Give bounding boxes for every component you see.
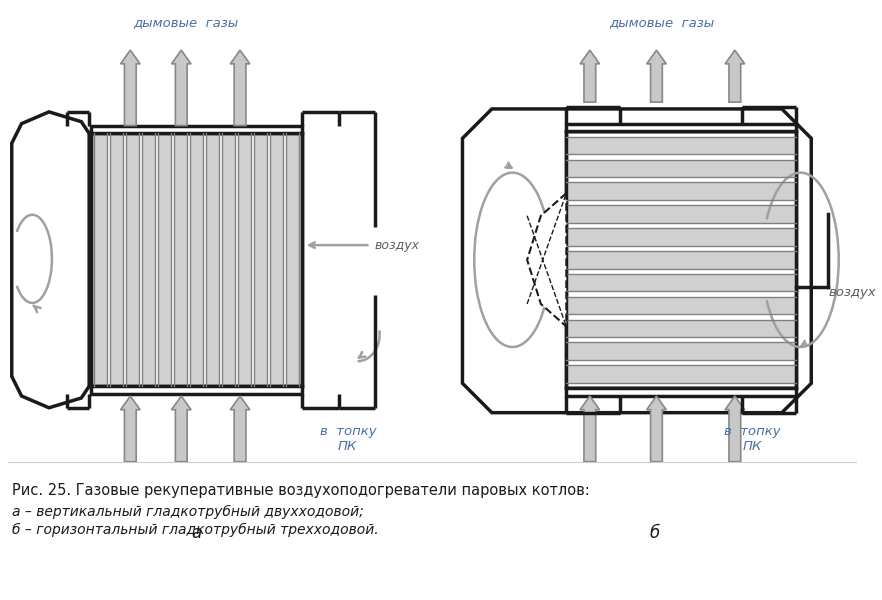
- Bar: [566, 124, 796, 131]
- Bar: [222, 133, 235, 386]
- Bar: [566, 131, 796, 388]
- Text: дымовые  газы: дымовые газы: [609, 16, 714, 29]
- Bar: [566, 297, 796, 314]
- Bar: [566, 343, 796, 360]
- Bar: [566, 388, 796, 396]
- Bar: [190, 133, 203, 386]
- Bar: [566, 131, 796, 388]
- Polygon shape: [527, 193, 566, 326]
- Bar: [91, 125, 302, 133]
- Text: в  топку
ПК: в топку ПК: [319, 425, 376, 454]
- Bar: [206, 133, 219, 386]
- Bar: [94, 133, 107, 386]
- Bar: [566, 274, 796, 292]
- Bar: [158, 133, 171, 386]
- Text: воздух: воздух: [374, 239, 419, 251]
- Bar: [91, 133, 302, 386]
- Polygon shape: [11, 112, 89, 408]
- Bar: [238, 133, 250, 386]
- Text: в  топку
ПК: в топку ПК: [724, 425, 781, 454]
- Polygon shape: [725, 396, 744, 461]
- Text: а: а: [191, 524, 201, 542]
- Bar: [286, 133, 299, 386]
- Polygon shape: [580, 50, 600, 102]
- Bar: [566, 160, 796, 177]
- Text: б – горизонтальный гладкотрубный трехходовой.: б – горизонтальный гладкотрубный трехход…: [11, 523, 378, 536]
- Bar: [174, 133, 187, 386]
- Bar: [110, 133, 123, 386]
- Polygon shape: [121, 396, 140, 461]
- Text: воздух: воздух: [829, 286, 877, 299]
- Polygon shape: [647, 50, 666, 102]
- Bar: [566, 137, 796, 154]
- Polygon shape: [171, 50, 191, 125]
- Text: б: б: [649, 524, 660, 542]
- Polygon shape: [230, 50, 250, 125]
- Bar: [566, 182, 796, 200]
- Bar: [91, 133, 302, 386]
- Text: а – вертикальный гладкотрубный двухходовой;: а – вертикальный гладкотрубный двухходов…: [11, 505, 363, 519]
- Bar: [566, 365, 796, 383]
- Text: дымовые  газы: дымовые газы: [133, 16, 239, 29]
- Polygon shape: [230, 396, 250, 461]
- Bar: [254, 133, 266, 386]
- Polygon shape: [462, 109, 811, 413]
- Bar: [566, 205, 796, 223]
- Polygon shape: [171, 396, 191, 461]
- Text: Рис. 25. Газовые рекуперативные воздухоподогреватели паровых котлов:: Рис. 25. Газовые рекуперативные воздухоп…: [11, 483, 589, 498]
- Polygon shape: [647, 396, 666, 461]
- Bar: [566, 251, 796, 269]
- Bar: [566, 320, 796, 337]
- Bar: [142, 133, 155, 386]
- Polygon shape: [580, 396, 600, 461]
- Bar: [566, 228, 796, 246]
- Bar: [126, 133, 139, 386]
- Bar: [270, 133, 282, 386]
- Polygon shape: [121, 50, 140, 125]
- Bar: [91, 386, 302, 394]
- Polygon shape: [725, 50, 744, 102]
